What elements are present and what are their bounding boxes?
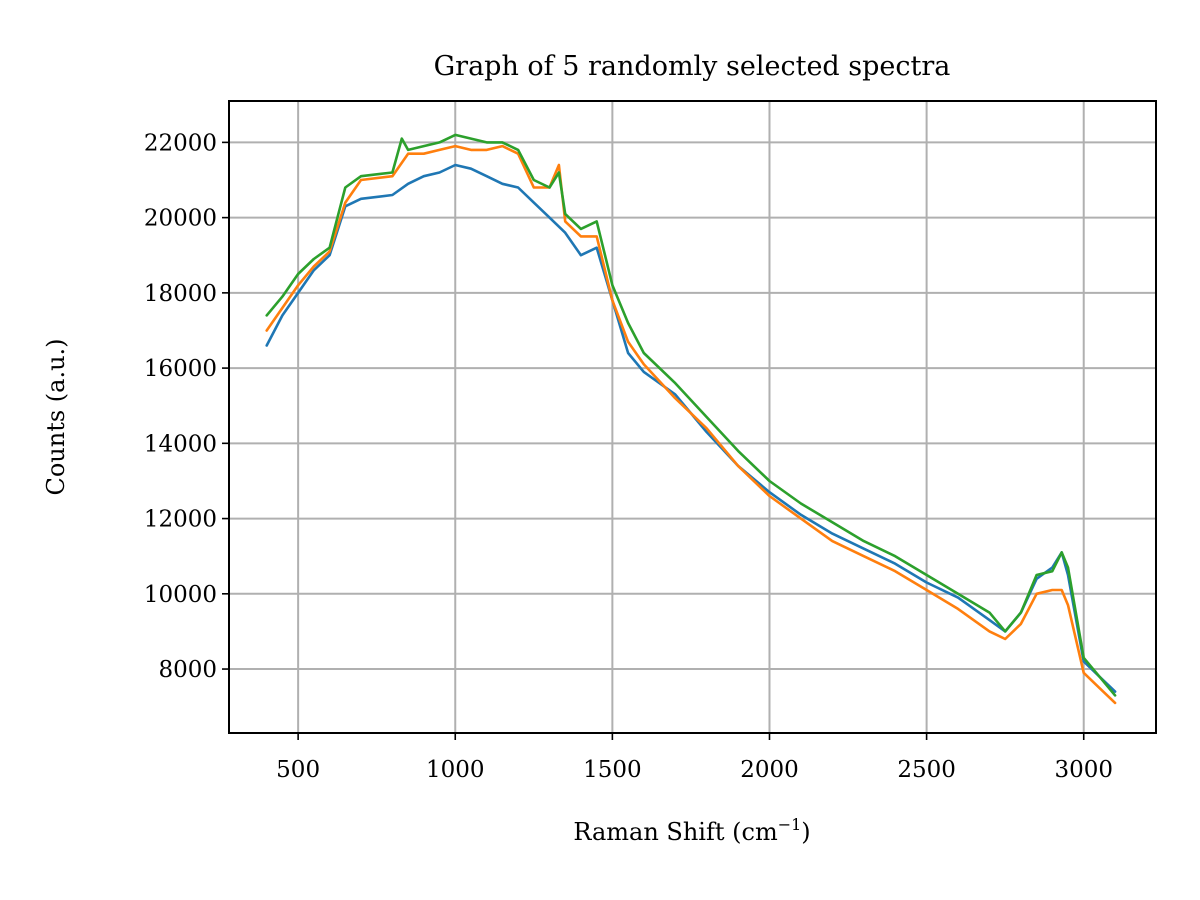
x-axis-title: Raman Shift (cm−1) — [573, 815, 810, 846]
x-tick-label: 1500 — [583, 757, 642, 783]
x-tick-label: 2000 — [740, 757, 799, 783]
x-tick-label: 1000 — [426, 757, 485, 783]
y-tick-label: 14000 — [144, 431, 217, 457]
y-axis-title: Counts (a.u.) — [42, 338, 70, 495]
plot-frame — [228, 100, 1157, 734]
x-tick-label: 500 — [276, 757, 320, 783]
grid — [229, 101, 1156, 733]
x-axis-title-text: Raman Shift (cm — [573, 818, 778, 846]
x-tick-label: 3000 — [1054, 757, 1113, 783]
spectrum-line-3 — [265, 133, 1117, 697]
y-tick-label: 18000 — [144, 281, 217, 307]
spectrum-line-2 — [265, 144, 1117, 705]
y-tick-label: 8000 — [158, 657, 217, 683]
y-tick-label: 10000 — [144, 582, 217, 608]
chart-title: Graph of 5 randomly selected spectra — [434, 51, 951, 82]
axis-ticks: 500 1000 1500 2000 2500 3000 8000 10000 12000 140… — [144, 130, 1113, 783]
y-tick-label: 16000 — [144, 356, 217, 382]
series-lines — [265, 133, 1117, 705]
y-tick-label: 12000 — [144, 507, 217, 533]
y-tick-label: 20000 — [144, 206, 217, 232]
x-tick-label: 2500 — [897, 757, 956, 783]
y-tick-label: 22000 — [144, 130, 217, 156]
x-axis-title-suffix: ) — [801, 818, 810, 846]
x-axis-title-superscript: −1 — [778, 815, 802, 834]
